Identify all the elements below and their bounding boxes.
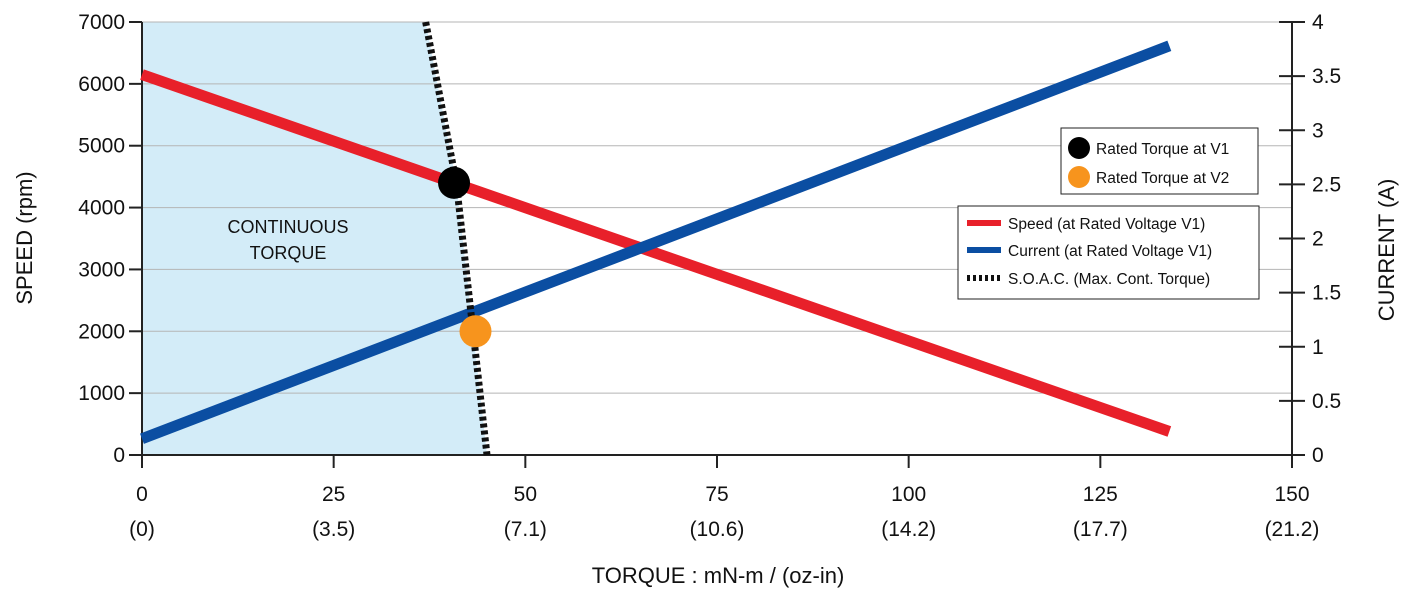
right-axis-tick-label: 3 (1312, 119, 1324, 142)
x-axis-tick-label: 0 (136, 483, 148, 506)
right-axis-tick-label: 0 (1312, 444, 1324, 467)
x-axis-tick-label: 50 (514, 483, 537, 506)
point-legend-label-v2: Rated Torque at V2 (1096, 170, 1229, 187)
x-axis-tick-label: 75 (705, 483, 728, 506)
right-axis-tick-label: 0.5 (1312, 390, 1341, 413)
left-axis-tick-label: 3000 (78, 258, 125, 281)
rated-torque-v2-point (459, 315, 492, 348)
x-axis-tick-label: 100 (891, 483, 926, 506)
right-axis-tick-label: 4 (1312, 11, 1324, 34)
x-axis-tick-label: 125 (1083, 483, 1118, 506)
point-legend-marker-v2 (1068, 166, 1090, 188)
left-axis-tick-label: 1000 (78, 382, 125, 405)
point-legend: Rated Torque at V1 Rated Torque at V2 (1060, 127, 1259, 195)
x-axis-tick-sublabel: (17.7) (1073, 518, 1128, 541)
right-axis-tick-label: 3.5 (1312, 65, 1341, 88)
left-axis-tick-label: 0 (113, 444, 125, 467)
series-legend: Speed (at Rated Voltage V1) Current (at … (957, 205, 1260, 300)
points-layer (438, 166, 492, 348)
speed-series-line (140, 69, 1172, 437)
x-axis-tick-sublabel: (3.5) (312, 518, 355, 541)
current-series-line (140, 40, 1172, 444)
series-legend-label-speed: Speed (at Rated Voltage V1) (1008, 216, 1205, 233)
left-axis-tick-label: 2000 (78, 320, 125, 343)
x-axis-tick-label: 25 (322, 483, 345, 506)
y-axis-right-title: CURRENT (A) (1374, 179, 1399, 322)
point-legend-label-v1: Rated Torque at V1 (1096, 141, 1229, 158)
x-axis-tick-label: 150 (1274, 483, 1309, 506)
series-legend-label-current: Current (at Rated Voltage V1) (1008, 243, 1212, 260)
right-axis-tick-label: 2.5 (1312, 173, 1341, 196)
x-axis: 0 (0) 25 (3.5) 50 (7.1) 75 (10.6) 100 (14.2) 125 (1… (129, 454, 1320, 541)
x-axis-tick-sublabel: (21.2) (1265, 518, 1320, 541)
series-legend-label-soac: S.O.A.C. (Max. Cont. Torque) (1008, 271, 1210, 288)
region-label-line-2: TORQUE (250, 243, 327, 263)
y-axis-left-title: SPEED (rpm) (12, 171, 37, 304)
x-axis-title: TORQUE : mN-m / (oz-in) (592, 563, 845, 588)
left-axis-tick-label: 4000 (78, 197, 125, 220)
right-axis-tick-label: 1 (1312, 336, 1324, 359)
left-axis-tick-label: 7000 (78, 11, 125, 34)
rated-torque-v1-point (438, 166, 471, 199)
x-axis-tick-sublabel: (14.2) (881, 518, 936, 541)
point-legend-marker-v1 (1068, 137, 1090, 159)
x-axis-tick-sublabel: (10.6) (690, 518, 745, 541)
continuous-torque-region (142, 22, 487, 455)
x-axis-tick-sublabel: (0) (129, 518, 155, 541)
right-axis-tick-label: 1.5 (1312, 282, 1341, 305)
point-legend-box (1060, 127, 1259, 195)
left-axis-tick-label: 5000 (78, 135, 125, 158)
series-legend-box (957, 205, 1260, 300)
right-axis: 0 0.5 1 1.5 2 2.5 3 3.5 4 (1279, 11, 1341, 467)
right-axis-tick-label: 2 (1312, 228, 1324, 251)
x-axis-tick-sublabel: (7.1) (504, 518, 547, 541)
left-axis: 0 1000 2000 3000 4000 5000 6000 7000 (78, 11, 143, 467)
region-label-line-1: CONTINUOUS (228, 217, 349, 237)
left-axis-tick-label: 6000 (78, 73, 125, 96)
